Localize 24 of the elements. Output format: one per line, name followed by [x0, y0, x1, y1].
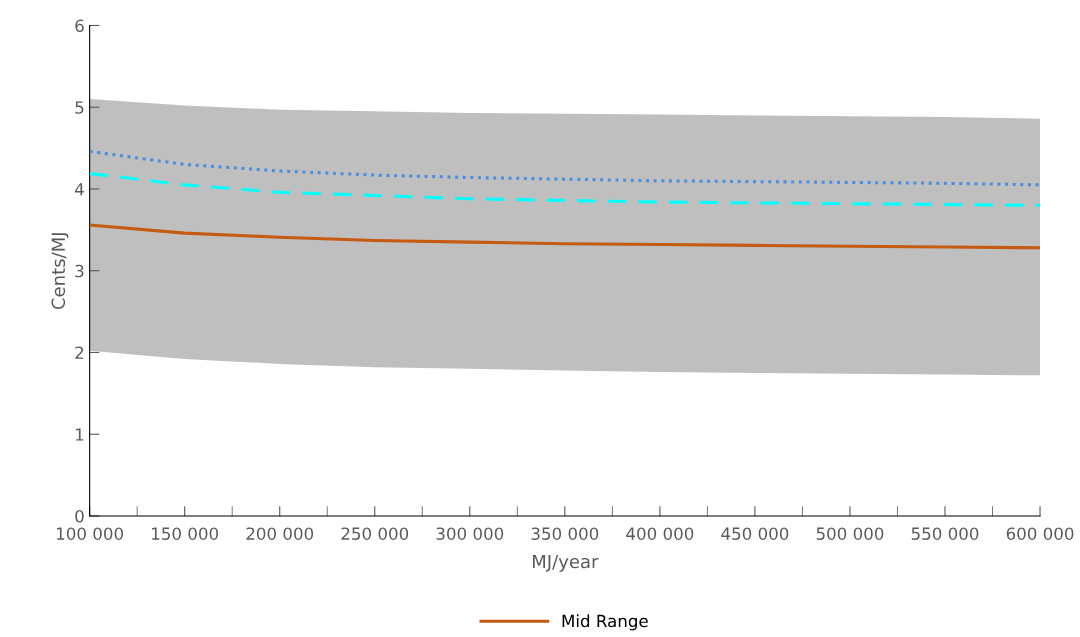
- line-series: [89, 171, 1041, 207]
- x-tick-label: 250 000: [341, 527, 409, 540]
- x-tick-label: 300 000: [436, 527, 504, 540]
- x-tick-label: 500 000: [816, 527, 884, 540]
- y-tick-label: 6: [75, 19, 84, 33]
- y-tick-label: 4: [74, 183, 84, 196]
- x-tick-label: 600 000: [1006, 527, 1074, 540]
- x-tick-label: 550 000: [911, 527, 979, 540]
- y-tick-label: 2: [75, 346, 84, 359]
- y-tick-label: 1: [76, 428, 84, 441]
- y-tick-label: 5: [75, 101, 84, 114]
- x-tick-label: 400 000: [626, 527, 694, 540]
- x-axis-title: MJ/year: [532, 554, 599, 572]
- legend-label: Mid Range: [562, 614, 648, 631]
- y-axis-title: Cents/MJ: [51, 233, 69, 310]
- y-tick-label: 3: [75, 264, 84, 278]
- x-tick-label: 150 000: [152, 527, 219, 540]
- line-series: [89, 149, 1041, 187]
- x-tick-label: 350 000: [531, 527, 599, 540]
- x-tick-label: 450 000: [721, 527, 789, 540]
- y-tick-label: 0: [75, 509, 84, 523]
- x-tick-label: 100 000: [57, 527, 123, 540]
- x-tick-label: 200 000: [246, 527, 314, 540]
- line-series: [89, 223, 1041, 250]
